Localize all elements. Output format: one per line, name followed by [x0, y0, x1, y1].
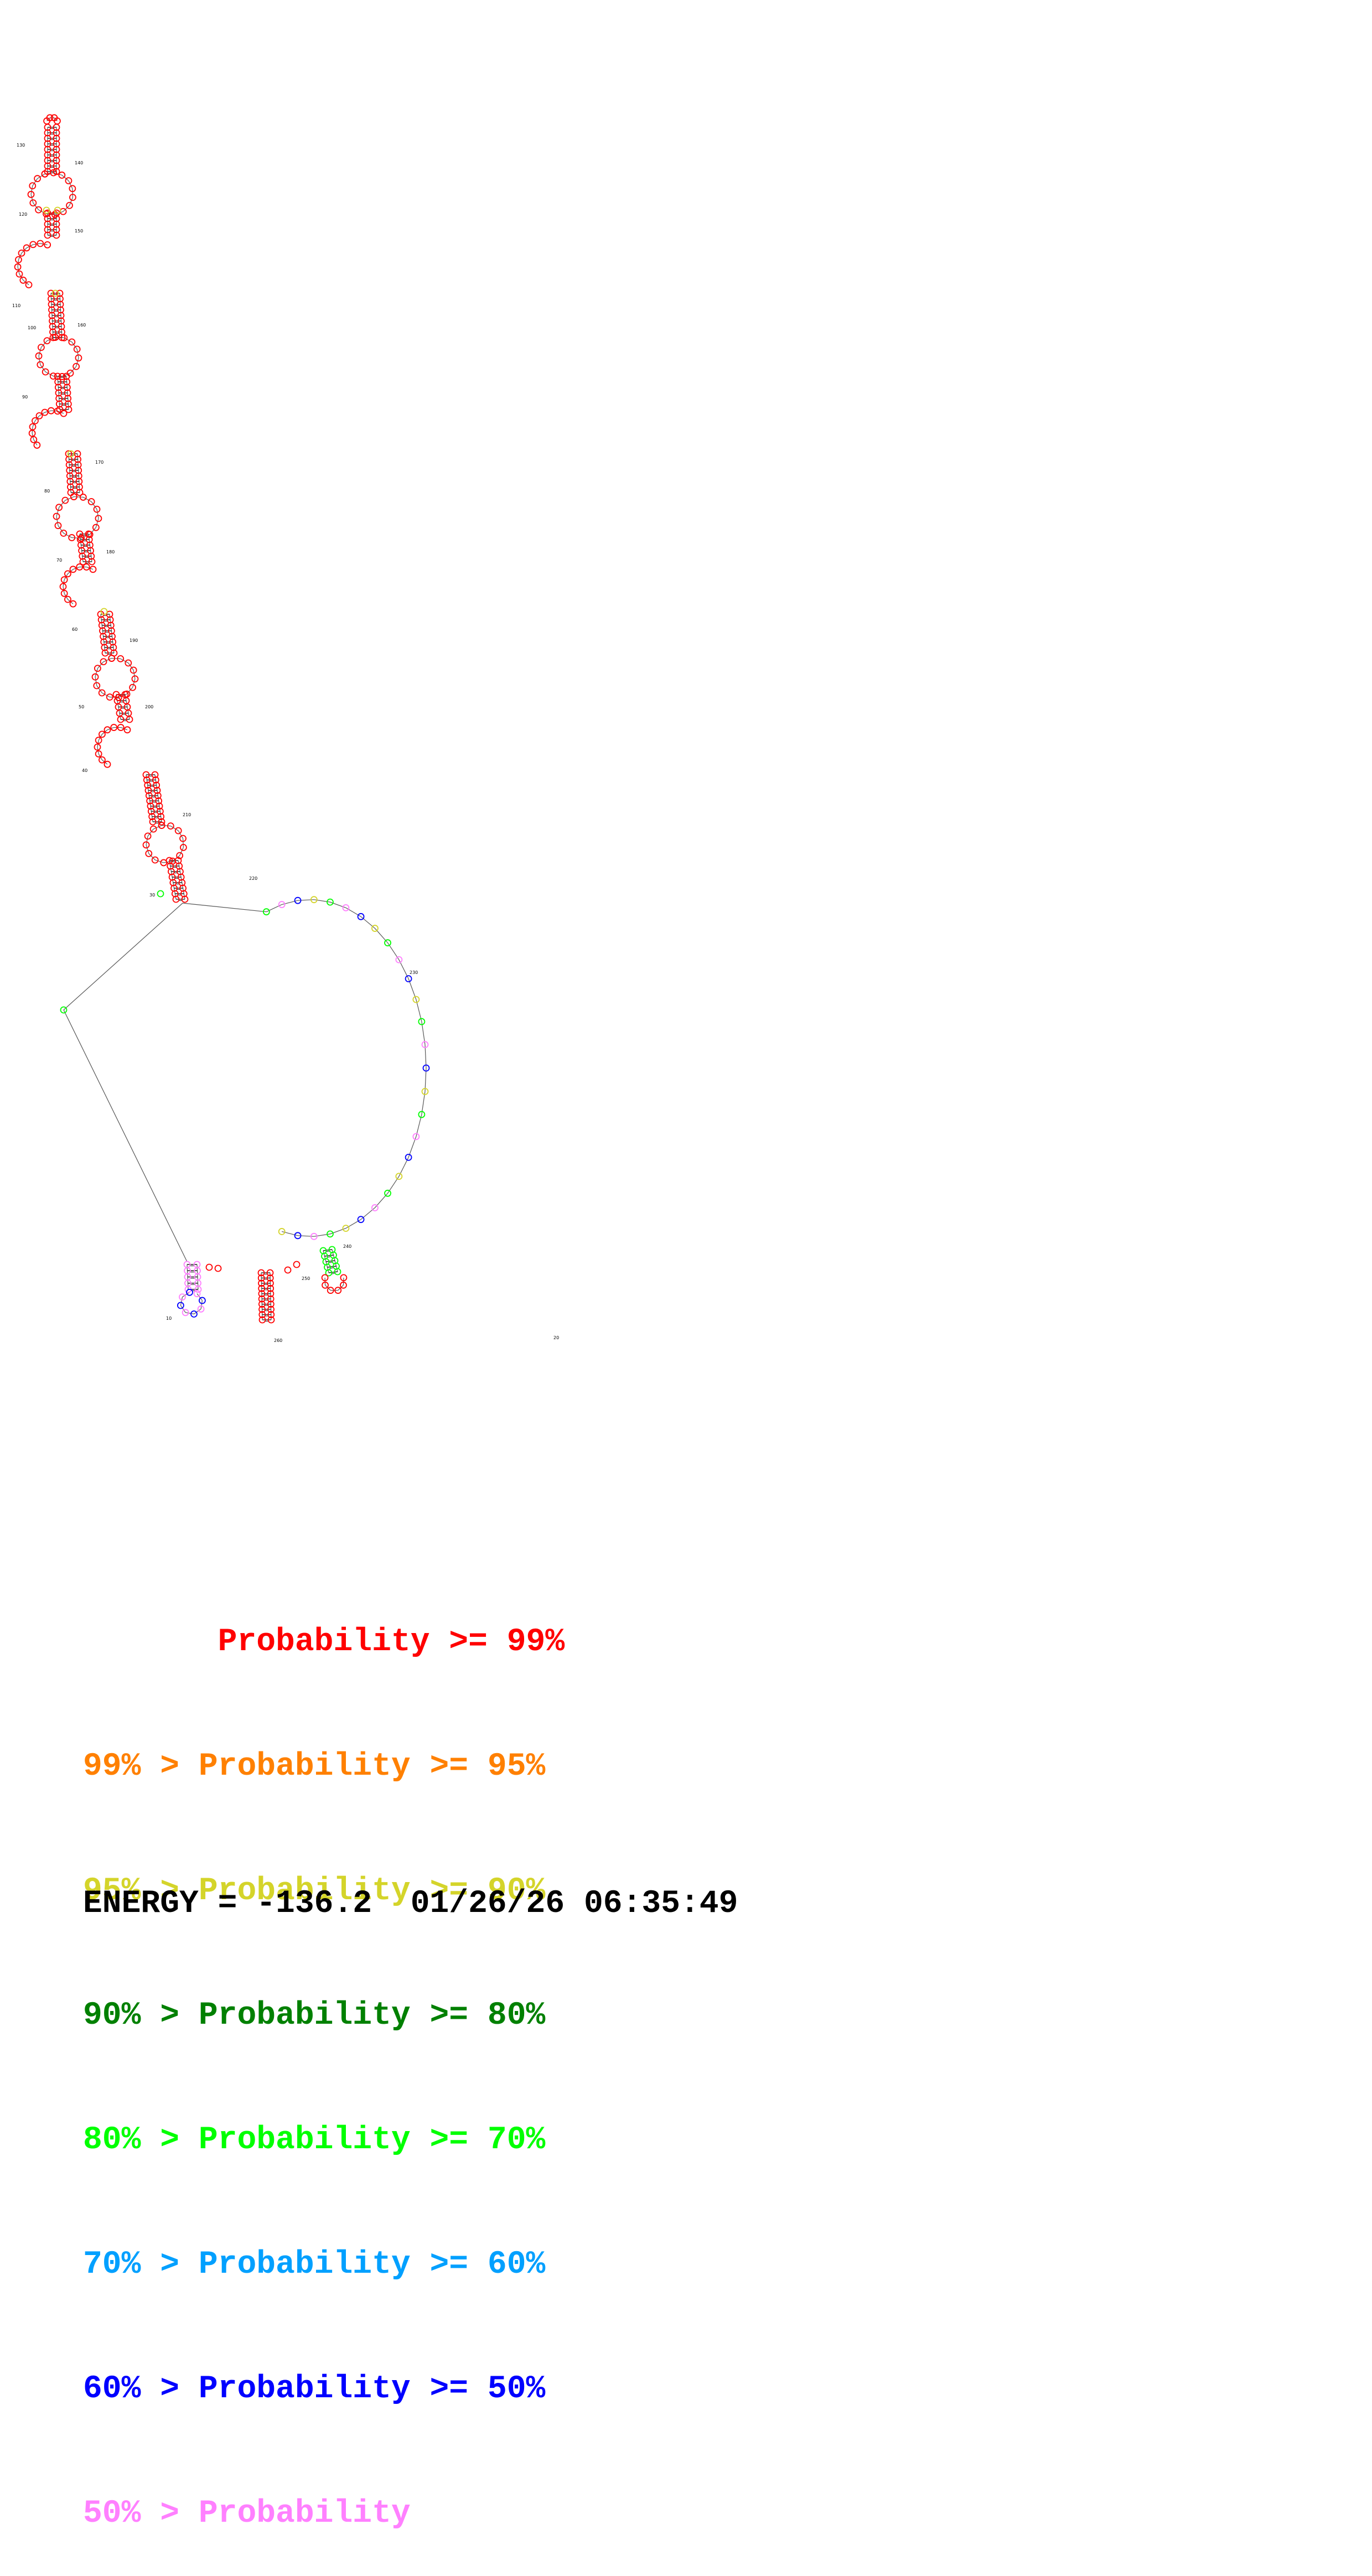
backbone-segment: [40, 243, 48, 245]
position-label-60: 60: [72, 627, 77, 632]
position-label-150: 150: [75, 229, 83, 234]
backbone-segment: [39, 348, 41, 356]
base-pair-line: [328, 1266, 336, 1267]
nucleotide-node: [215, 1266, 221, 1272]
legend-row-50: 60% > Probability >= 50%: [83, 2368, 565, 2410]
backbone-segment: [77, 349, 79, 358]
position-label-130: 130: [17, 143, 25, 148]
position-label-140: 140: [75, 160, 83, 165]
position-label-260: 260: [274, 1338, 282, 1343]
backbone-segment: [95, 668, 97, 677]
base-pair-line: [329, 1272, 338, 1273]
backbone-segment: [201, 1300, 202, 1309]
position-label-90: 90: [22, 395, 28, 400]
backbone-segment: [64, 1010, 187, 1262]
backbone-segment: [64, 903, 183, 1010]
backbone-segment: [33, 243, 40, 245]
nucleotide-node: [206, 1264, 213, 1271]
backbone-segment: [31, 186, 33, 195]
legend-row-70: 80% > Probability >= 70%: [83, 2119, 565, 2161]
backbone-segment: [39, 356, 40, 365]
position-label-210: 210: [183, 812, 191, 817]
probability-legend: Probability >= 99% 99% > Probability >= …: [83, 1538, 565, 2576]
legend-row-60: 70% > Probability >= 60%: [83, 2244, 565, 2285]
backbone-segment: [31, 194, 33, 203]
position-label-220: 220: [249, 876, 257, 881]
backbone-segment: [95, 677, 97, 686]
legend-row-below-50: 50% > Probability: [83, 2493, 565, 2534]
backbone-segment: [183, 838, 184, 847]
position-label-250: 250: [302, 1276, 310, 1281]
position-label-230: 230: [410, 970, 418, 975]
position-label-80: 80: [44, 489, 50, 494]
position-label-30: 30: [149, 893, 155, 898]
base-pair-lines: [48, 127, 338, 1321]
energy-line: ENERGY = -136.2 01/26/26 06:35:49: [83, 1886, 738, 1922]
position-label-240: 240: [343, 1244, 351, 1249]
legend-row-95: 99% > Probability >= 95%: [83, 1746, 565, 1787]
backbone-segment: [96, 519, 99, 527]
base-pair-line: [323, 1250, 332, 1251]
position-label-100: 100: [28, 325, 36, 330]
backbone-segment: [146, 836, 148, 845]
backbone-segment: [133, 679, 135, 687]
backbone-segment: [180, 1297, 182, 1305]
backbone-segment: [121, 659, 128, 663]
backbone-segment: [185, 1313, 194, 1314]
backbone-lines: [18, 118, 426, 1320]
base-pair-line: [326, 1261, 335, 1262]
backbone-segment: [45, 372, 53, 376]
position-labels: 10 20 30 40 50 60 70 80 90 100 110 120 130 140 150 160 1…: [12, 143, 559, 1343]
nucleotide-node: [158, 891, 164, 897]
nucleotide-node: [294, 1262, 300, 1268]
position-label-190: 190: [130, 638, 138, 643]
legend-row-80: 90% > Probability >= 80%: [83, 1995, 565, 2036]
rna-structure-diagram: 10 20 30 40 50 60 70 80 90 100 110 120 130 140 150 160 1…: [0, 0, 1372, 1439]
nucleotide-node: [285, 1267, 291, 1273]
position-label-160: 160: [77, 323, 86, 328]
base-pair-line: [325, 1255, 334, 1256]
legend-row-99: Probability >= 99%: [83, 1621, 565, 1663]
position-label-110: 110: [12, 303, 20, 308]
position-label-200: 200: [145, 704, 153, 709]
backbone-segment: [183, 903, 266, 912]
position-label-40: 40: [82, 768, 87, 773]
backbone-segment: [330, 902, 345, 908]
position-label-50: 50: [79, 704, 84, 709]
backbone-segment: [133, 670, 135, 679]
position-label-180: 180: [106, 550, 115, 554]
backbone-segment: [56, 516, 58, 526]
position-label-20: 20: [553, 1335, 559, 1340]
position-label-10: 10: [166, 1316, 172, 1321]
backbone-segment: [102, 693, 110, 697]
backbone-segment: [76, 358, 79, 366]
position-label-170: 170: [95, 460, 103, 465]
nucleotide-nodes: [15, 115, 429, 1323]
backbone-segment: [97, 509, 99, 519]
backbone-segment: [56, 507, 59, 516]
backbone-segment: [18, 267, 19, 274]
position-label-70: 70: [56, 558, 62, 563]
backbone-segment: [330, 1229, 345, 1234]
position-label-120: 120: [19, 212, 27, 217]
